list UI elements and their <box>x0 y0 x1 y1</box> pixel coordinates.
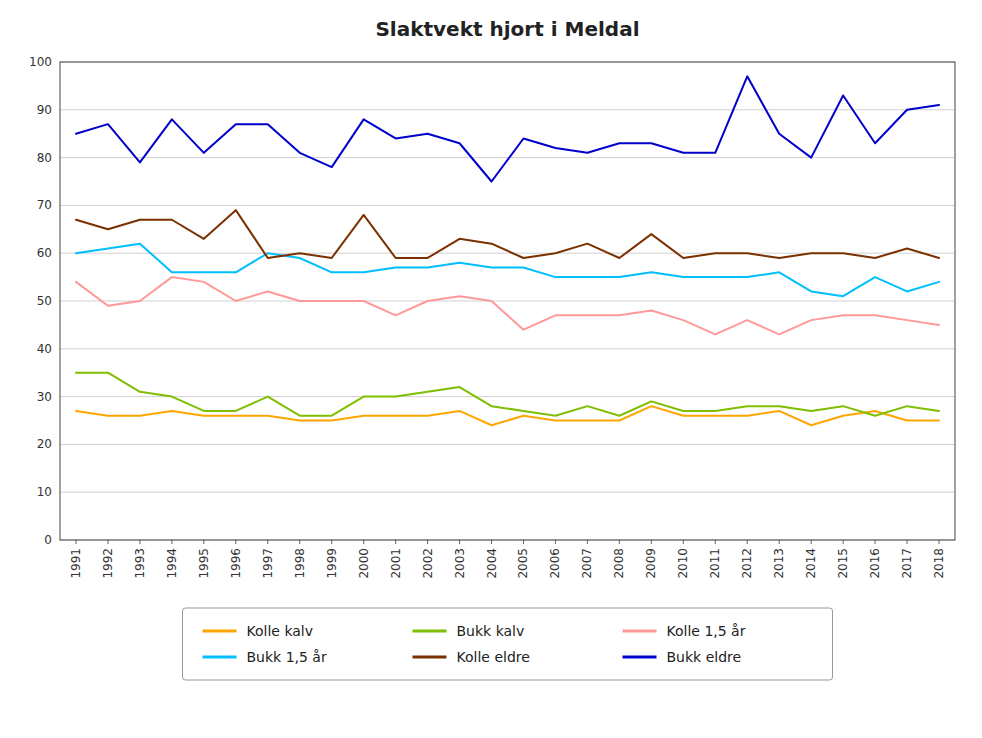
x-tick <box>267 540 268 544</box>
x-tick-label: 1992 <box>101 548 115 579</box>
x-tick <box>523 540 524 544</box>
grid-line <box>60 157 955 158</box>
legend-label: Kolle kalv <box>247 623 314 639</box>
x-tick <box>491 540 492 544</box>
x-tick <box>619 540 620 544</box>
x-tick-label: 2009 <box>644 548 658 579</box>
x-tick-label: 2012 <box>740 548 754 579</box>
grid <box>60 62 955 540</box>
x-tick <box>395 540 396 544</box>
y-tick-label: 70 <box>37 198 52 212</box>
grid-line <box>60 444 955 445</box>
x-tick-label: 2000 <box>357 548 371 579</box>
x-tick-label: 2008 <box>612 548 626 579</box>
x-tick <box>651 540 652 544</box>
legend-swatch <box>413 656 447 659</box>
series-group <box>76 76 939 425</box>
x-tick <box>331 540 332 544</box>
legend-swatch <box>623 656 657 659</box>
x-tick-label: 2003 <box>453 548 467 579</box>
legend-swatch <box>413 630 447 633</box>
y-tick-label: 60 <box>37 246 52 260</box>
legend-label: Kolle eldre <box>457 649 530 665</box>
x-tick-label: 2016 <box>868 548 882 579</box>
legend-box <box>183 608 833 680</box>
x-tick <box>203 540 204 544</box>
grid-line <box>60 492 955 493</box>
x-tick-label: 2017 <box>900 548 914 579</box>
x-tick-label: 2018 <box>932 548 946 579</box>
x-tick-label: 1997 <box>261 548 275 579</box>
series-line <box>76 210 939 258</box>
y-tick-label: 10 <box>37 485 52 499</box>
grid-line <box>60 396 955 397</box>
x-tick <box>427 540 428 544</box>
x-tick <box>747 540 748 544</box>
x-tick <box>587 540 588 544</box>
grid-line <box>60 109 955 110</box>
x-tick-label: 1994 <box>165 548 179 579</box>
x-tick-label: 2001 <box>389 548 403 579</box>
x-tick-label: 2010 <box>676 548 690 579</box>
x-tick <box>299 540 300 544</box>
x-tick-label: 1995 <box>197 548 211 579</box>
x-tick-label: 2011 <box>708 548 722 579</box>
grid-line <box>60 205 955 206</box>
x-tick <box>107 540 108 544</box>
legend-label: Bukk eldre <box>667 649 742 665</box>
legend-label: Kolle 1,5 år <box>667 623 746 639</box>
x-tick <box>235 540 236 544</box>
x-tick-label: 2014 <box>804 548 818 579</box>
legend-label: Bukk kalv <box>457 623 525 639</box>
y-tick-label: 40 <box>37 342 52 356</box>
y-tick-label: 50 <box>37 294 52 308</box>
x-tick <box>555 540 556 544</box>
x-tick <box>139 540 140 544</box>
legend-swatch <box>203 630 237 633</box>
x-tick-label: 1998 <box>293 548 307 579</box>
x-tick-label: 2004 <box>485 548 499 579</box>
x-tick <box>715 540 716 544</box>
legend-label: Bukk 1,5 år <box>247 649 327 665</box>
x-tick-label: 2015 <box>836 548 850 579</box>
legend: Kolle kalv Bukk kalv Kolle 1,5 år Bukk 1,5 … <box>183 608 833 680</box>
title: Slaktvekt hjort i Meldal <box>375 17 639 41</box>
series-line <box>76 76 939 181</box>
x-tick-label: 2013 <box>772 548 786 579</box>
x-tick-label: 1996 <box>229 548 243 579</box>
y-tick-label: 30 <box>37 390 52 404</box>
legend-swatch <box>623 630 657 633</box>
x-tick <box>907 540 908 544</box>
x-tick <box>171 540 172 544</box>
grid-line <box>60 301 955 302</box>
x-tick-label: 1993 <box>133 548 147 579</box>
y-tick-label: 90 <box>37 103 52 117</box>
x-tick-label: 2007 <box>580 548 594 579</box>
x-tick <box>875 540 876 544</box>
x-tick-label: 2006 <box>548 548 562 579</box>
grid-line <box>60 348 955 349</box>
y-tick-label: 100 <box>29 55 52 69</box>
x-tick <box>843 540 844 544</box>
chart: Slaktvekt hjort i Meldal 0 10 20 30 40 50 60 70 8… <box>0 0 982 738</box>
x-tick <box>683 540 684 544</box>
series-line <box>76 373 939 416</box>
x-tick <box>363 540 364 544</box>
plot-frame <box>60 62 955 540</box>
legend-swatch <box>203 656 237 659</box>
x-tick <box>811 540 812 544</box>
y-tick-label: 0 <box>44 533 52 547</box>
x-tick-label: 1999 <box>325 548 339 579</box>
x-tick-label: 1991 <box>69 548 83 579</box>
series-line <box>76 277 939 334</box>
x-tick <box>939 540 940 544</box>
x-tick <box>75 540 76 544</box>
x-tick-label: 2002 <box>421 548 435 579</box>
x-tick <box>779 540 780 544</box>
y-tick-label: 80 <box>37 151 52 165</box>
x-tick <box>459 540 460 544</box>
y-tick-label: 20 <box>37 437 52 451</box>
x-tick-label: 2005 <box>516 548 530 579</box>
